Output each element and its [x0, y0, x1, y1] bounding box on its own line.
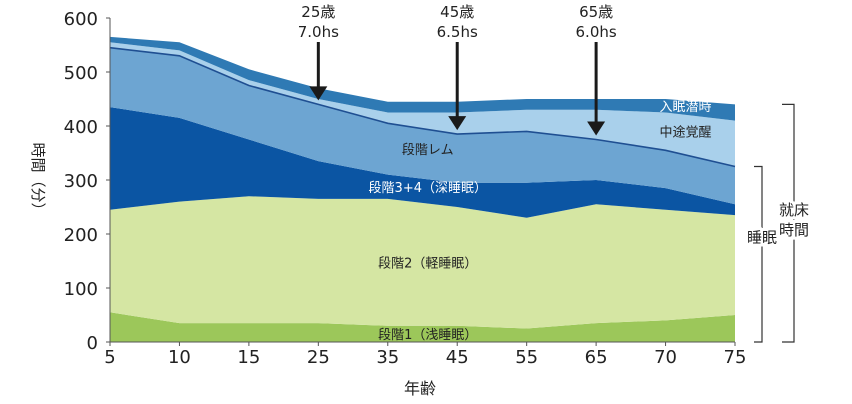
x-tick-label-35: 35 — [376, 347, 399, 368]
y-tick-label-600: 600 — [64, 9, 98, 30]
annotation-arrow-head-2 — [448, 116, 467, 131]
series-labels: 段階1（浅睡眠） 段階2（軽睡眠） 段階3+4（深睡眠） 段階レム 中途覚醒 入眠潜時 — [369, 100, 712, 343]
x-tick-label-70: 70 — [654, 347, 677, 368]
x-tick-label-15: 15 — [237, 347, 260, 368]
annotation-age-2: 45歳 — [440, 3, 474, 21]
annotation-arrow-head-1 — [309, 86, 328, 101]
y-axis-title: 時間（分） — [29, 142, 47, 217]
area-series-2 — [110, 196, 735, 329]
sleep-bracket-label: 睡眠 — [747, 228, 777, 246]
x-tick-label-55: 55 — [515, 347, 538, 368]
y-tick-labels: 0 100 200 300 400 500 600 — [64, 9, 110, 354]
series-label-5: 中途覚醒 — [660, 124, 712, 140]
series-label-2: 段階2（軽睡眠） — [378, 256, 477, 271]
area-series-6 — [110, 36, 735, 121]
area-series-5 — [110, 42, 735, 167]
rem-boundary-line — [109, 46, 736, 168]
y-tick-label-100: 100 — [64, 279, 98, 300]
area-series-3 — [110, 107, 735, 218]
series-label-4: 段階レム — [402, 143, 454, 158]
series-label-6: 入眠潜時 — [660, 100, 712, 115]
annotation-hours-2: 6.5hs — [437, 23, 478, 41]
x-axis-label: 年齢 — [404, 379, 436, 398]
x-tick-label-45: 45 — [446, 347, 469, 368]
bedtime-bracket-label-2: 時間 — [779, 221, 809, 239]
annotation-hours-1: 7.0hs — [298, 23, 339, 41]
sleep-bracket — [754, 165, 763, 343]
y-tick-label-0: 0 — [87, 333, 98, 354]
y-axis-label: 時間（分） — [29, 142, 47, 217]
x-tick-label-25: 25 — [307, 347, 330, 368]
y-tick-label-400: 400 — [64, 117, 98, 138]
bedtime-bracket — [782, 103, 795, 343]
annotation-age-3: 65歳 — [579, 3, 613, 21]
x-tick-label-65: 65 — [585, 347, 608, 368]
series-label-3: 段階3+4（深睡眠） — [369, 181, 487, 196]
x-tick-labels: 5 10 15 25 35 45 55 65 70 75 — [104, 342, 746, 368]
y-tick-label-300: 300 — [64, 171, 98, 192]
x-tick-label-10: 10 — [168, 347, 191, 368]
area-series-group — [110, 36, 735, 342]
area-series-4 — [110, 47, 735, 205]
annotation-age-1: 25歳 — [301, 3, 335, 21]
bedtime-bracket-label-1: 就床 — [779, 201, 809, 219]
x-tick-label-75: 75 — [724, 347, 747, 368]
annotation-arrow-head-3 — [587, 121, 606, 136]
y-tick-label-500: 500 — [64, 63, 98, 84]
annotation-hours-3: 6.0hs — [576, 23, 617, 41]
x-tick-label-5: 5 — [104, 347, 115, 368]
boundary-lines-group — [109, 46, 736, 168]
y-tick-label-200: 200 — [64, 225, 98, 246]
age-annotations: 25歳 7.0hs 45歳 6.5hs 65歳 6.0hs — [298, 3, 617, 136]
area-series-1 — [110, 312, 735, 342]
series-label-1: 段階1（浅睡眠） — [378, 328, 477, 343]
